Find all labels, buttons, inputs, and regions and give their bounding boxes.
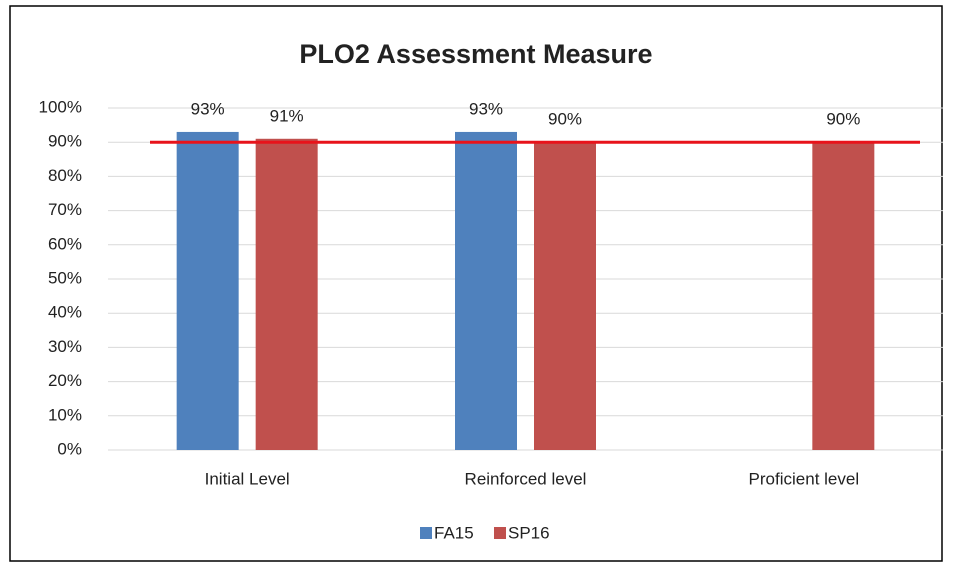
legend-label: FA15 <box>434 523 474 542</box>
y-tick-label: 20% <box>48 371 82 390</box>
y-tick-label: 80% <box>48 166 82 185</box>
y-tick-label: 0% <box>57 439 82 458</box>
y-tick-label: 50% <box>48 268 82 287</box>
x-tick-label: Proficient level <box>749 469 860 488</box>
bar <box>176 131 239 450</box>
y-tick-label: 60% <box>48 234 82 253</box>
legend-swatch <box>494 527 506 539</box>
value-label: 93% <box>191 99 225 118</box>
bar <box>534 142 596 450</box>
bar <box>255 138 318 450</box>
value-label: 91% <box>270 106 304 125</box>
legend-swatch <box>420 527 432 539</box>
chart-title: PLO2 Assessment Measure <box>299 39 652 69</box>
x-tick-label: Reinforced level <box>465 469 587 488</box>
legend-label: SP16 <box>508 523 550 542</box>
bar <box>455 131 517 450</box>
y-tick-label: 100% <box>39 97 82 116</box>
value-label: 90% <box>826 110 860 129</box>
y-tick-label: 90% <box>48 132 82 151</box>
value-label: 93% <box>469 99 503 118</box>
bar <box>812 142 875 450</box>
y-tick-label: 30% <box>48 337 82 356</box>
y-tick-label: 70% <box>48 200 82 219</box>
y-tick-label: 10% <box>48 405 82 424</box>
x-tick-label: Initial Level <box>205 469 290 488</box>
value-label: 90% <box>548 110 582 129</box>
y-tick-label: 40% <box>48 303 82 322</box>
